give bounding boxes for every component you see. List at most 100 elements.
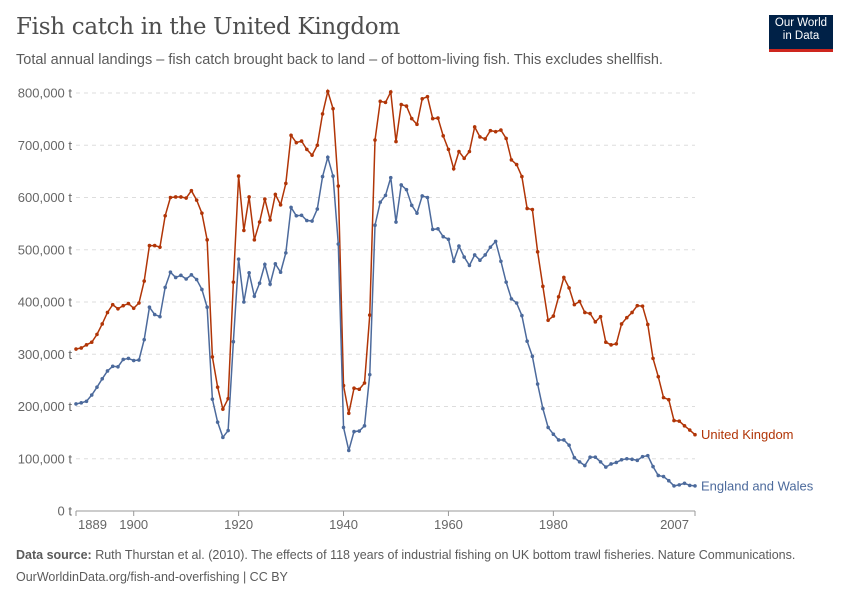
data-point-england-and-wales	[567, 443, 571, 447]
data-point-england-and-wales	[520, 313, 524, 318]
data-point-united-kingdom	[336, 184, 341, 188]
data-point-england-and-wales	[504, 280, 508, 284]
data-point-united-kingdom	[105, 310, 110, 315]
data-point-england-and-wales	[399, 183, 404, 187]
source-label: Data source:	[16, 548, 92, 562]
data-point-england-and-wales	[425, 195, 430, 200]
data-point-england-and-wales	[604, 465, 608, 469]
data-point-united-kingdom	[525, 206, 529, 211]
data-point-england-and-wales	[84, 399, 89, 404]
data-point-england-and-wales	[310, 219, 314, 223]
data-point-united-kingdom	[200, 211, 204, 215]
data-point-england-and-wales	[210, 397, 215, 401]
data-point-united-kingdom	[89, 340, 94, 345]
data-point-united-kingdom	[273, 192, 278, 197]
data-point-england-and-wales	[173, 275, 178, 280]
data-point-england-and-wales	[341, 425, 346, 430]
data-point-england-and-wales	[242, 300, 246, 304]
data-point-united-kingdom	[137, 301, 141, 305]
data-point-united-kingdom	[394, 139, 398, 144]
data-point-united-kingdom	[74, 347, 78, 351]
data-point-england-and-wales	[404, 187, 409, 192]
data-point-united-kingdom	[116, 306, 120, 311]
data-point-england-and-wales	[116, 364, 120, 369]
data-point-united-kingdom	[236, 174, 241, 178]
data-point-united-kingdom	[163, 213, 167, 218]
owid-logo[interactable]: Our World in Data	[769, 15, 833, 52]
data-point-england-and-wales	[74, 402, 78, 406]
data-point-united-kingdom	[299, 139, 304, 143]
data-point-england-and-wales	[284, 251, 288, 255]
data-point-united-kingdom	[446, 147, 451, 152]
data-point-united-kingdom	[462, 156, 466, 161]
data-point-united-kingdom	[362, 381, 367, 385]
data-point-united-kingdom	[436, 116, 440, 120]
data-point-england-and-wales	[147, 305, 152, 310]
data-point-england-and-wales	[514, 301, 519, 305]
data-point-united-kingdom	[693, 432, 697, 437]
data-point-united-kingdom	[357, 387, 362, 392]
data-point-england-and-wales	[625, 456, 629, 461]
line-chart: 0 t 100,000 t 200,000 t 300,000 t 400,000 t 5…	[18, 86, 814, 533]
data-point-united-kingdom	[666, 397, 671, 402]
data-point-united-kingdom	[614, 342, 619, 346]
data-point-united-kingdom	[593, 320, 598, 324]
data-point-united-kingdom	[682, 424, 687, 428]
y-tick-label: 400,000 t	[18, 295, 73, 310]
data-point-england-and-wales	[661, 474, 666, 479]
data-point-england-and-wales	[478, 258, 482, 263]
data-point-united-kingdom	[645, 322, 650, 327]
data-point-united-kingdom	[158, 245, 162, 249]
data-point-england-and-wales	[336, 242, 341, 246]
data-point-england-and-wales	[577, 460, 582, 464]
data-point-united-kingdom	[331, 106, 335, 111]
data-point-england-and-wales	[325, 155, 330, 160]
data-point-england-and-wales	[137, 358, 141, 362]
data-point-england-and-wales	[110, 364, 115, 369]
data-point-england-and-wales	[95, 385, 99, 389]
data-point-united-kingdom	[179, 195, 183, 199]
data-point-england-and-wales	[441, 234, 446, 239]
data-point-england-and-wales	[483, 253, 487, 257]
data-point-united-kingdom	[231, 280, 236, 284]
data-point-england-and-wales	[640, 454, 645, 459]
data-point-united-kingdom	[284, 181, 288, 186]
data-point-united-kingdom	[373, 138, 377, 142]
data-point-united-kingdom	[205, 238, 209, 242]
data-point-england-and-wales	[226, 428, 230, 433]
y-tick-label: 800,000 t	[18, 86, 73, 101]
data-point-united-kingdom	[677, 419, 682, 423]
x-tick-label: 1940	[329, 517, 358, 532]
data-point-england-and-wales	[509, 297, 514, 301]
data-point-england-and-wales	[121, 357, 126, 362]
source-url[interactable]: OurWorldinData.org/fish-and-overfishing …	[16, 570, 288, 584]
data-point-england-and-wales	[551, 432, 556, 436]
data-point-united-kingdom	[126, 301, 131, 306]
data-point-united-kingdom	[493, 129, 498, 134]
data-point-england-and-wales	[299, 213, 304, 218]
data-point-united-kingdom	[619, 322, 624, 326]
data-point-united-kingdom	[420, 96, 425, 101]
data-point-england-and-wales	[619, 457, 624, 462]
data-point-england-and-wales	[263, 262, 267, 267]
source-text: Ruth Thurstan et al. (2010). The effects…	[91, 548, 796, 562]
data-point-united-kingdom	[294, 140, 299, 145]
series-label-england-and-wales: England and Wales	[701, 478, 814, 493]
data-point-united-kingdom	[305, 147, 309, 152]
data-point-united-kingdom	[278, 203, 283, 207]
data-point-england-and-wales	[609, 462, 613, 466]
data-point-england-and-wales	[362, 424, 367, 428]
x-tick-label: 1980	[539, 517, 568, 532]
data-point-england-and-wales	[572, 455, 577, 460]
data-point-england-and-wales	[247, 270, 251, 275]
data-point-united-kingdom	[95, 332, 99, 337]
data-point-england-and-wales	[126, 356, 131, 361]
data-point-united-kingdom	[409, 116, 414, 121]
data-point-england-and-wales	[651, 464, 655, 469]
data-point-united-kingdom	[551, 314, 556, 318]
data-point-england-and-wales	[457, 244, 461, 248]
data-point-united-kingdom	[367, 313, 372, 317]
data-point-england-and-wales	[415, 211, 419, 215]
data-point-united-kingdom	[520, 174, 524, 179]
